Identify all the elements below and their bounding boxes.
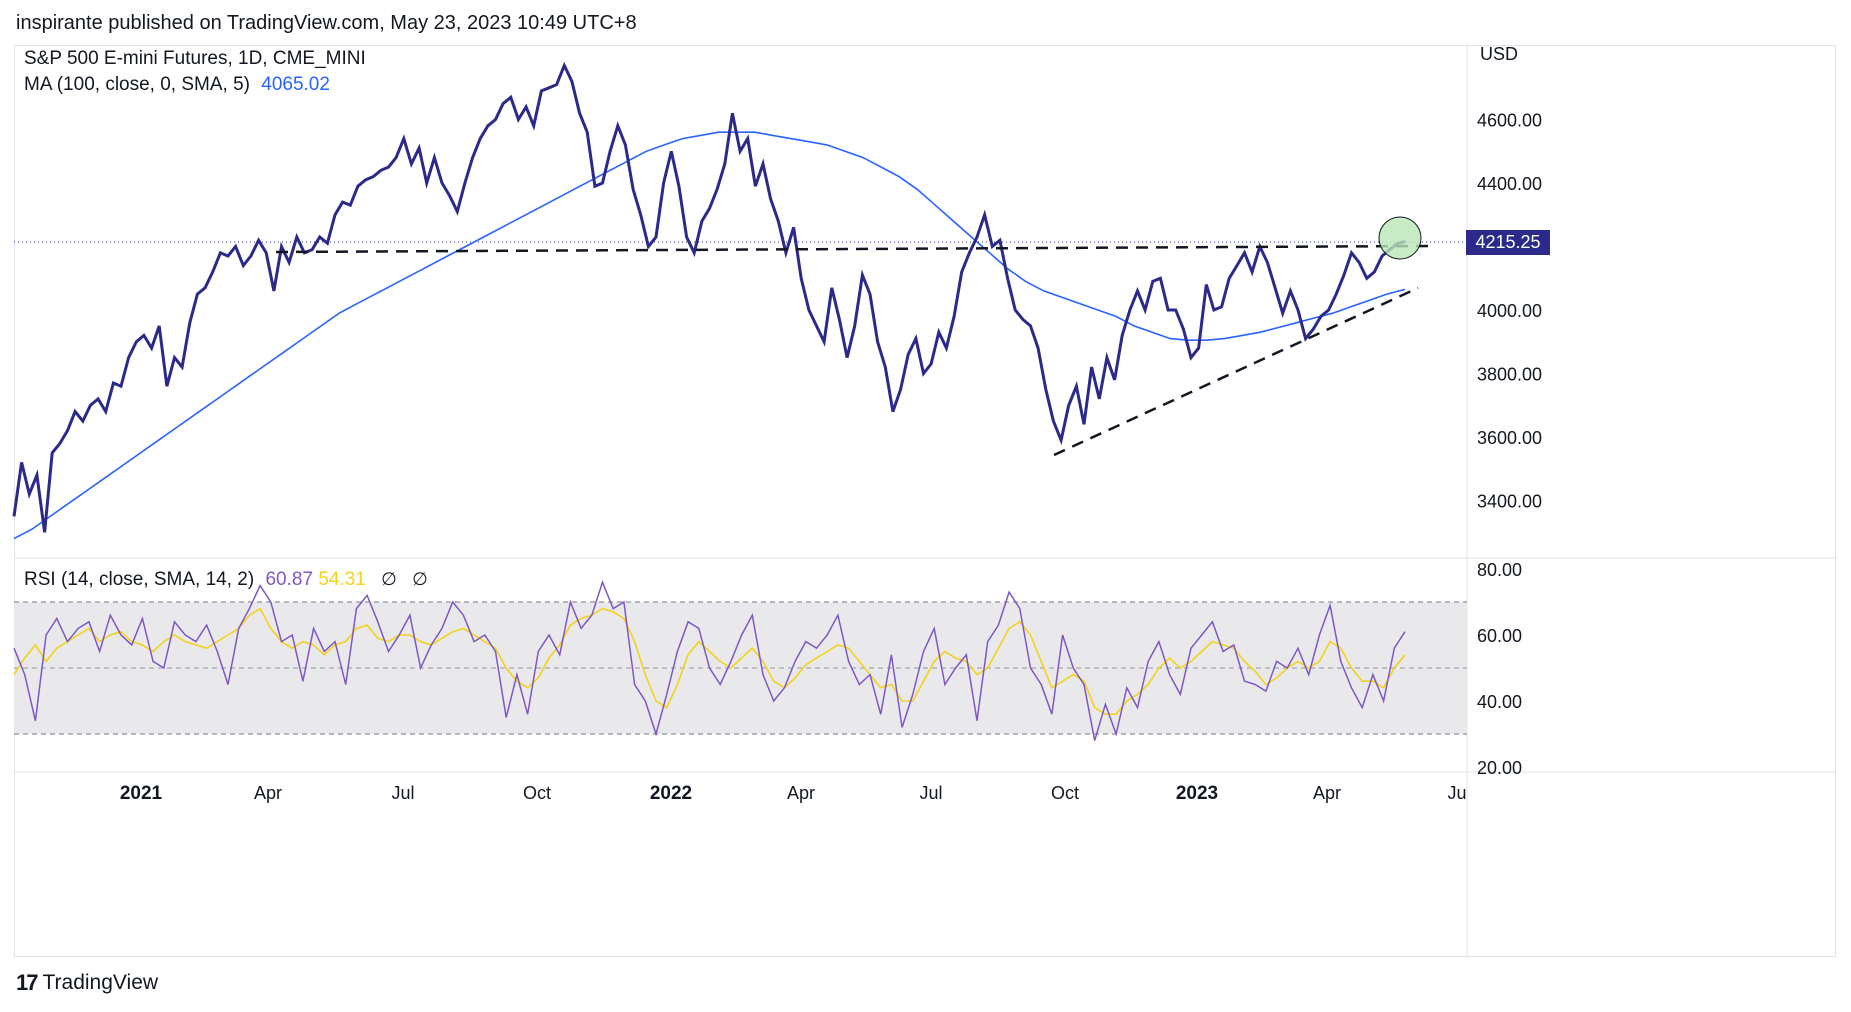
publish-line: inspirante published on TradingView.com,… <box>16 12 637 34</box>
ma-legend-label[interactable]: MA (100, close, 0, SMA, 5) <box>24 74 250 95</box>
hidden-value-icon-1[interactable]: ∅ <box>381 569 397 589</box>
ma-legend-value: 4065.02 <box>261 74 330 95</box>
hidden-value-icon-2[interactable]: ∅ <box>412 569 428 589</box>
tradingview-logo-icon: 17 <box>16 970 39 995</box>
brand-name: TradingView <box>42 971 159 994</box>
tradingview-footer[interactable]: 17 TradingView <box>16 970 158 996</box>
rsi-ma-legend-value: 54.31 <box>318 569 366 590</box>
rsi-legend-value: 60.87 <box>265 569 314 590</box>
rsi-legend-label[interactable]: RSI (14, close, SMA, 14, 2) <box>24 569 255 590</box>
main-legend: S&P 500 E-mini Futures, 1D, CME_MINI MA … <box>24 48 366 96</box>
rsi-legend: RSI (14, close, SMA, 14, 2) 60.87 54.31 … <box>24 569 428 591</box>
symbol-legend[interactable]: S&P 500 E-mini Futures, 1D, CME_MINI <box>24 48 366 69</box>
chart-frame[interactable] <box>14 45 1836 957</box>
